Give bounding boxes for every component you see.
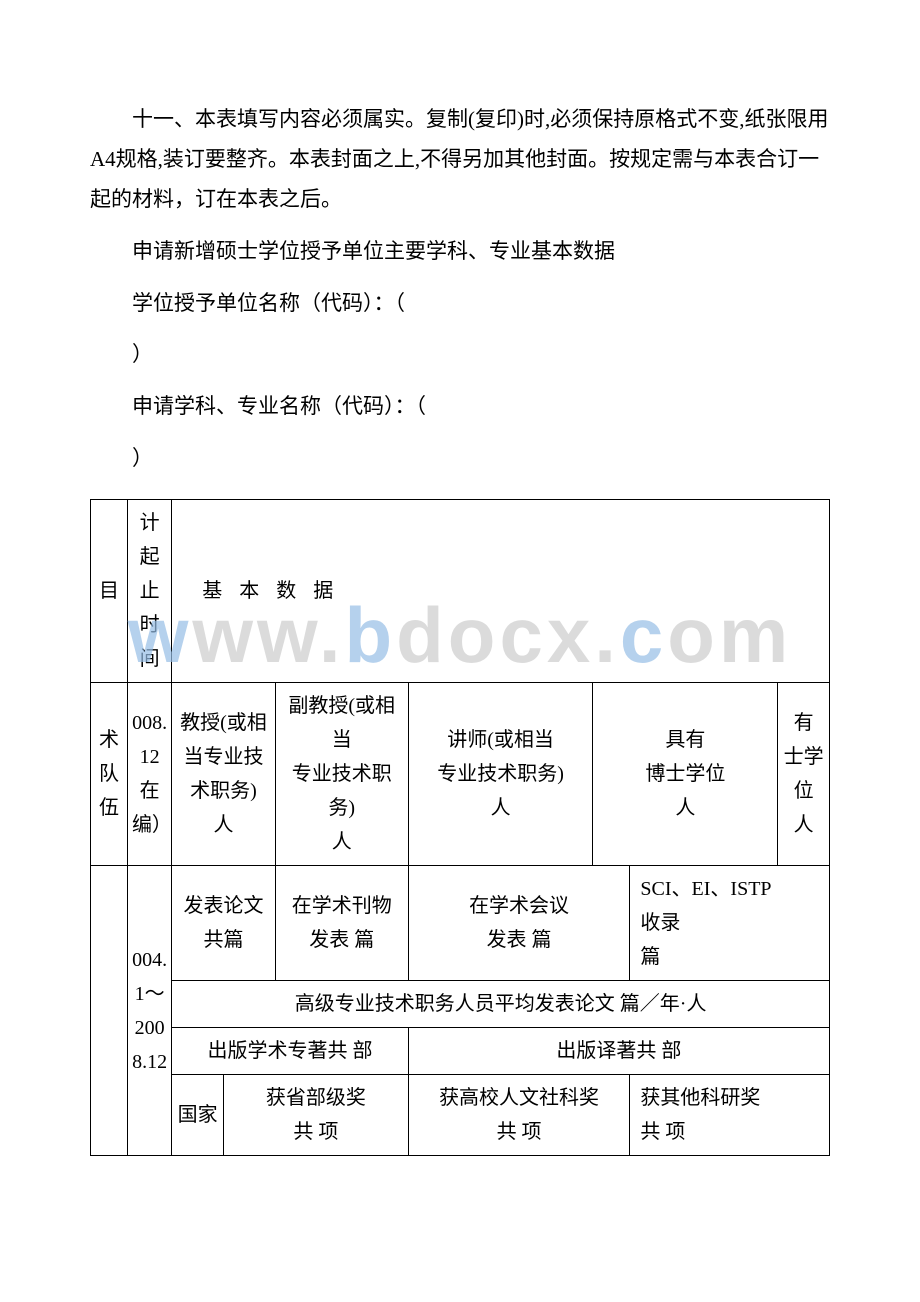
paragraph-close1: ） bbox=[90, 335, 830, 375]
table-row: 高级专业技术职务人员平均发表论文 篇／年·人 bbox=[91, 981, 830, 1028]
cell-translation: 出版译著共 部 bbox=[408, 1028, 829, 1075]
cell-university-award: 获高校人文社科奖共 项 bbox=[408, 1075, 630, 1156]
cell-team: 术队伍 bbox=[91, 683, 128, 866]
cell-monograph: 出版学术专著共 部 bbox=[172, 1028, 408, 1075]
cell-blank-cat bbox=[91, 866, 128, 1156]
table-row: 国家 获省部级奖共 项 获高校人文社科奖共 项 获其他科研奖共 项 bbox=[91, 1075, 830, 1156]
cell-other-award: 获其他科研奖共 项 bbox=[630, 1075, 830, 1156]
data-table: 目 计起止时间 基 本 数 据 术队伍 008.12在编） 教授(或相当专业技术… bbox=[90, 499, 830, 1156]
cell-period2: 004.1～2008.12 bbox=[127, 866, 171, 1156]
cell-item: 目 bbox=[91, 500, 128, 683]
table-row: 出版学术专著共 部 出版译著共 部 bbox=[91, 1028, 830, 1075]
cell-indexed: SCI、EI、ISTP收录篇 bbox=[630, 866, 830, 981]
paragraph-close2: ） bbox=[90, 439, 830, 479]
paragraph-11: 十一、本表填写内容必须属实。复制(复印)时,必须保持原格式不变,纸张限用 A4规… bbox=[90, 100, 830, 220]
cell-period: 计起止时间 bbox=[127, 500, 171, 683]
paragraph-subject: 申请学科、专业名称（代码）：（ bbox=[90, 387, 830, 427]
cell-basic-data: 基 本 数 据 bbox=[172, 500, 830, 683]
cell-conference: 在学术会议发表 篇 bbox=[408, 866, 630, 981]
table-row: 004.1～2008.12 发表论文共篇 在学术刊物发表 篇 在学术会议发表 篇… bbox=[91, 866, 830, 981]
cell-assoc-prof: 副教授(或相当专业技术职务)人 bbox=[275, 683, 408, 866]
cell-national: 国家 bbox=[172, 1075, 224, 1156]
cell-average: 高级专业技术职务人员平均发表论文 篇／年·人 bbox=[172, 981, 830, 1028]
cell-team-period: 008.12在编） bbox=[127, 683, 171, 866]
cell-lecturer: 讲师(或相当专业技术职务)人 bbox=[408, 683, 593, 866]
cell-provincial: 获省部级奖共 项 bbox=[223, 1075, 408, 1156]
table-row: 目 计起止时间 基 本 数 据 bbox=[91, 500, 830, 683]
page: 十一、本表填写内容必须属实。复制(复印)时,必须保持原格式不变,纸张限用 A4规… bbox=[0, 0, 920, 1196]
cell-papers-total: 发表论文共篇 bbox=[172, 866, 275, 981]
cell-journal: 在学术刊物发表 篇 bbox=[275, 866, 408, 981]
table-row: 术队伍 008.12在编） 教授(或相当专业技术职务) 人 副教授(或相当专业技… bbox=[91, 683, 830, 866]
cell-professor: 教授(或相当专业技术职务) 人 bbox=[172, 683, 275, 866]
paragraph-title: 申请新增硕士学位授予单位主要学科、专业基本数据 bbox=[90, 232, 830, 272]
cell-degree: 有士学位人 bbox=[778, 683, 830, 866]
cell-phd: 具有博士学位人 bbox=[593, 683, 778, 866]
paragraph-unit-name: 学位授予单位名称（代码）：（ bbox=[90, 284, 830, 324]
